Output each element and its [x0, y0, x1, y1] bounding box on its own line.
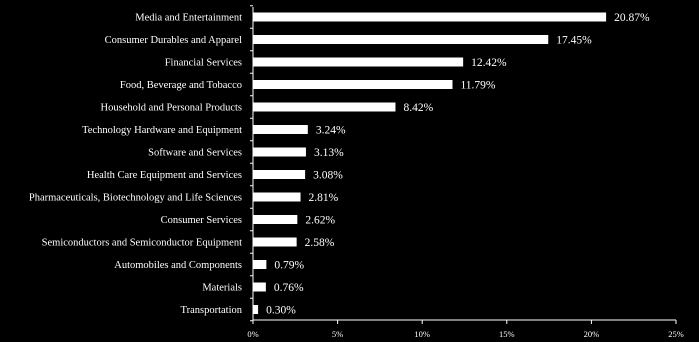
- bar: [253, 125, 308, 134]
- value-label: 8.42%: [403, 102, 433, 114]
- bar: [253, 260, 267, 269]
- category-label: Automobiles and Components: [114, 260, 242, 271]
- category-label: Transportation: [181, 305, 243, 316]
- x-tick-label: 10%: [414, 329, 430, 339]
- bar: [253, 102, 396, 112]
- category-label: Semiconductors and Semiconductor Equipme…: [42, 238, 242, 249]
- bar: [253, 282, 266, 292]
- axes-layer: [250, 5, 677, 324]
- value-label: 0.76%: [274, 282, 304, 294]
- value-label: 12.42%: [471, 57, 507, 69]
- x-tick-label: 25%: [668, 329, 684, 339]
- category-label: Pharmaceuticals, Biotechnology and Life …: [29, 193, 242, 204]
- value-label: 11.79%: [460, 80, 495, 92]
- category-label: Consumer Durables and Apparel: [105, 35, 242, 46]
- bar: [253, 215, 298, 224]
- category-label: Technology Hardware and Equipment: [82, 125, 242, 136]
- category-label: Software and Services: [148, 148, 242, 159]
- value-label: 17.45%: [556, 35, 592, 47]
- bar: [253, 170, 306, 179]
- bar: [253, 57, 464, 67]
- labels-layer: Media and Entertainment 20.87% Consumer Du…: [29, 12, 684, 339]
- category-label: Consumer Services: [161, 215, 242, 226]
- category-label: Food, Beverage and Tobacco: [120, 80, 242, 91]
- value-label: 3.13%: [314, 147, 344, 159]
- x-tick-label: 15%: [499, 329, 515, 339]
- bar: [253, 237, 297, 247]
- category-label: Financial Services: [165, 58, 242, 69]
- category-label: Health Care Equipment and Services: [87, 170, 242, 181]
- bar: [253, 80, 453, 89]
- bar: [253, 12, 607, 22]
- x-tick-label: 5%: [332, 329, 343, 339]
- bar: [253, 147, 306, 157]
- value-label: 20.87%: [614, 12, 650, 24]
- value-label: 0.79%: [274, 260, 304, 272]
- value-label: 0.30%: [266, 305, 296, 317]
- category-label: Household and Personal Products: [101, 103, 242, 114]
- value-label: 3.08%: [313, 170, 343, 182]
- x-tick-label: 0%: [247, 329, 258, 339]
- value-label: 2.58%: [305, 237, 335, 249]
- bar: [253, 192, 301, 202]
- x-tick-label: 20%: [584, 329, 600, 339]
- category-label: Materials: [202, 283, 242, 294]
- bar: [253, 305, 259, 314]
- bars-layer: [253, 12, 607, 314]
- value-label: 2.81%: [309, 192, 339, 204]
- value-label: 2.62%: [305, 215, 335, 227]
- category-label: Media and Entertainment: [135, 13, 242, 24]
- bar: [253, 35, 549, 44]
- value-label: 3.24%: [316, 125, 346, 137]
